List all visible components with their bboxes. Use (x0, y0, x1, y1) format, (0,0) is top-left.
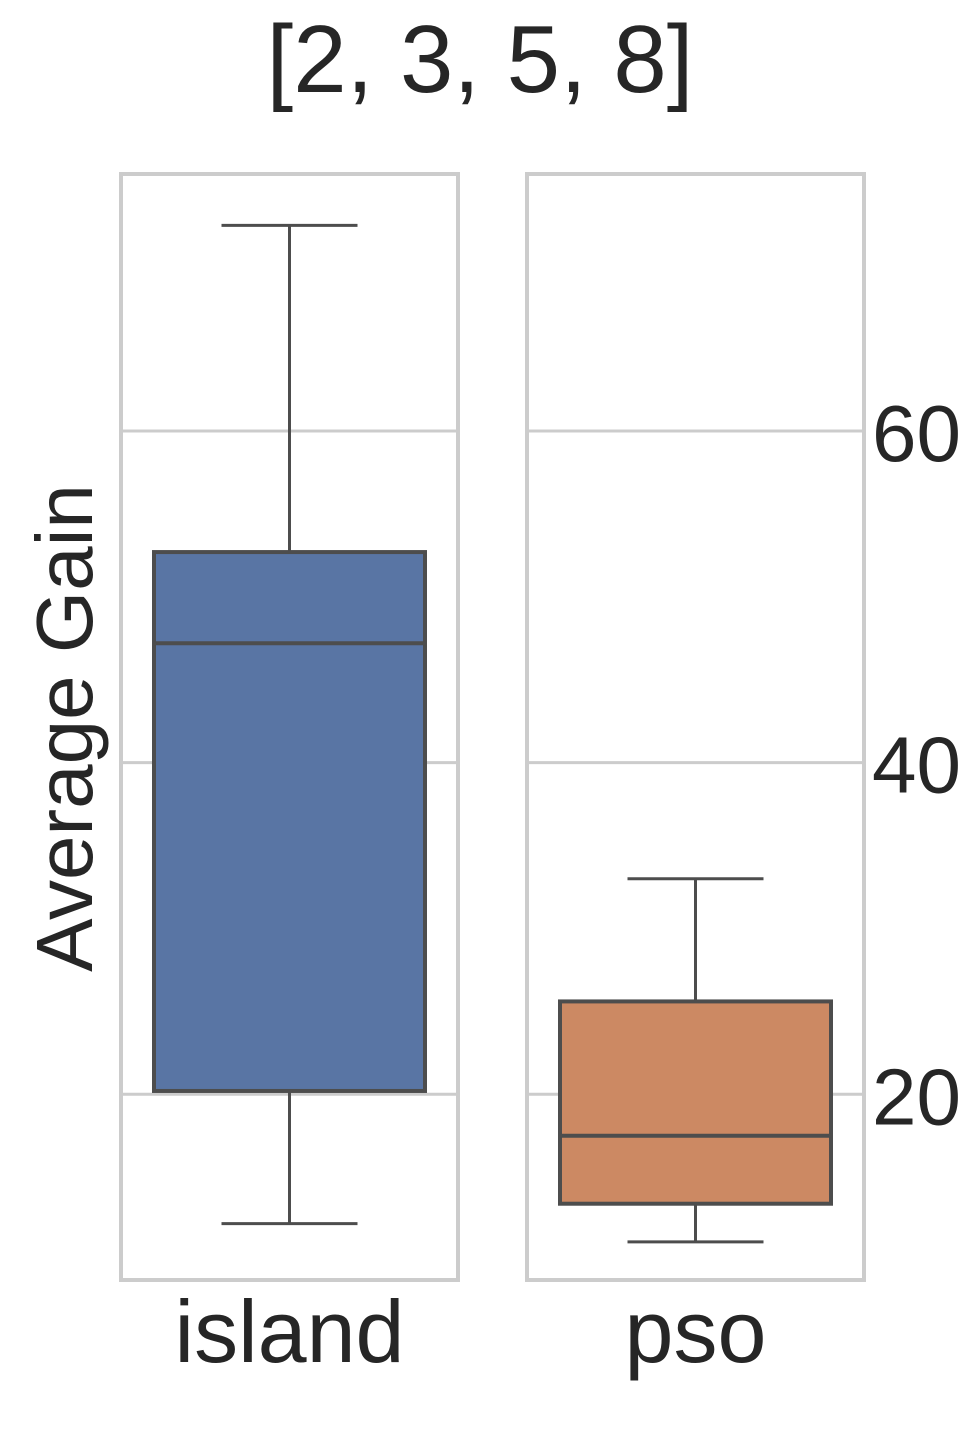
chart-title: [2, 3, 5, 8] (267, 6, 694, 113)
panel-frame (119, 172, 460, 1282)
box-island (152, 550, 427, 1093)
y-tick-labels: 20 40 60 (872, 389, 960, 1141)
panel-frame (525, 172, 866, 1282)
facet-panel-pso: pso (525, 172, 866, 1381)
y-tick-label-60: 60 (872, 389, 960, 478)
box-pso (558, 999, 833, 1206)
facet-panel-island: island (119, 172, 460, 1381)
y-axis-label: Average Gain (20, 484, 109, 972)
x-tick-label-island: island (175, 1282, 405, 1381)
y-tick-label-40: 40 (872, 721, 960, 810)
y-tick-label-20: 20 (872, 1052, 960, 1141)
x-tick-label-pso: pso (625, 1282, 767, 1381)
facet-panels: island pso (119, 172, 866, 1381)
